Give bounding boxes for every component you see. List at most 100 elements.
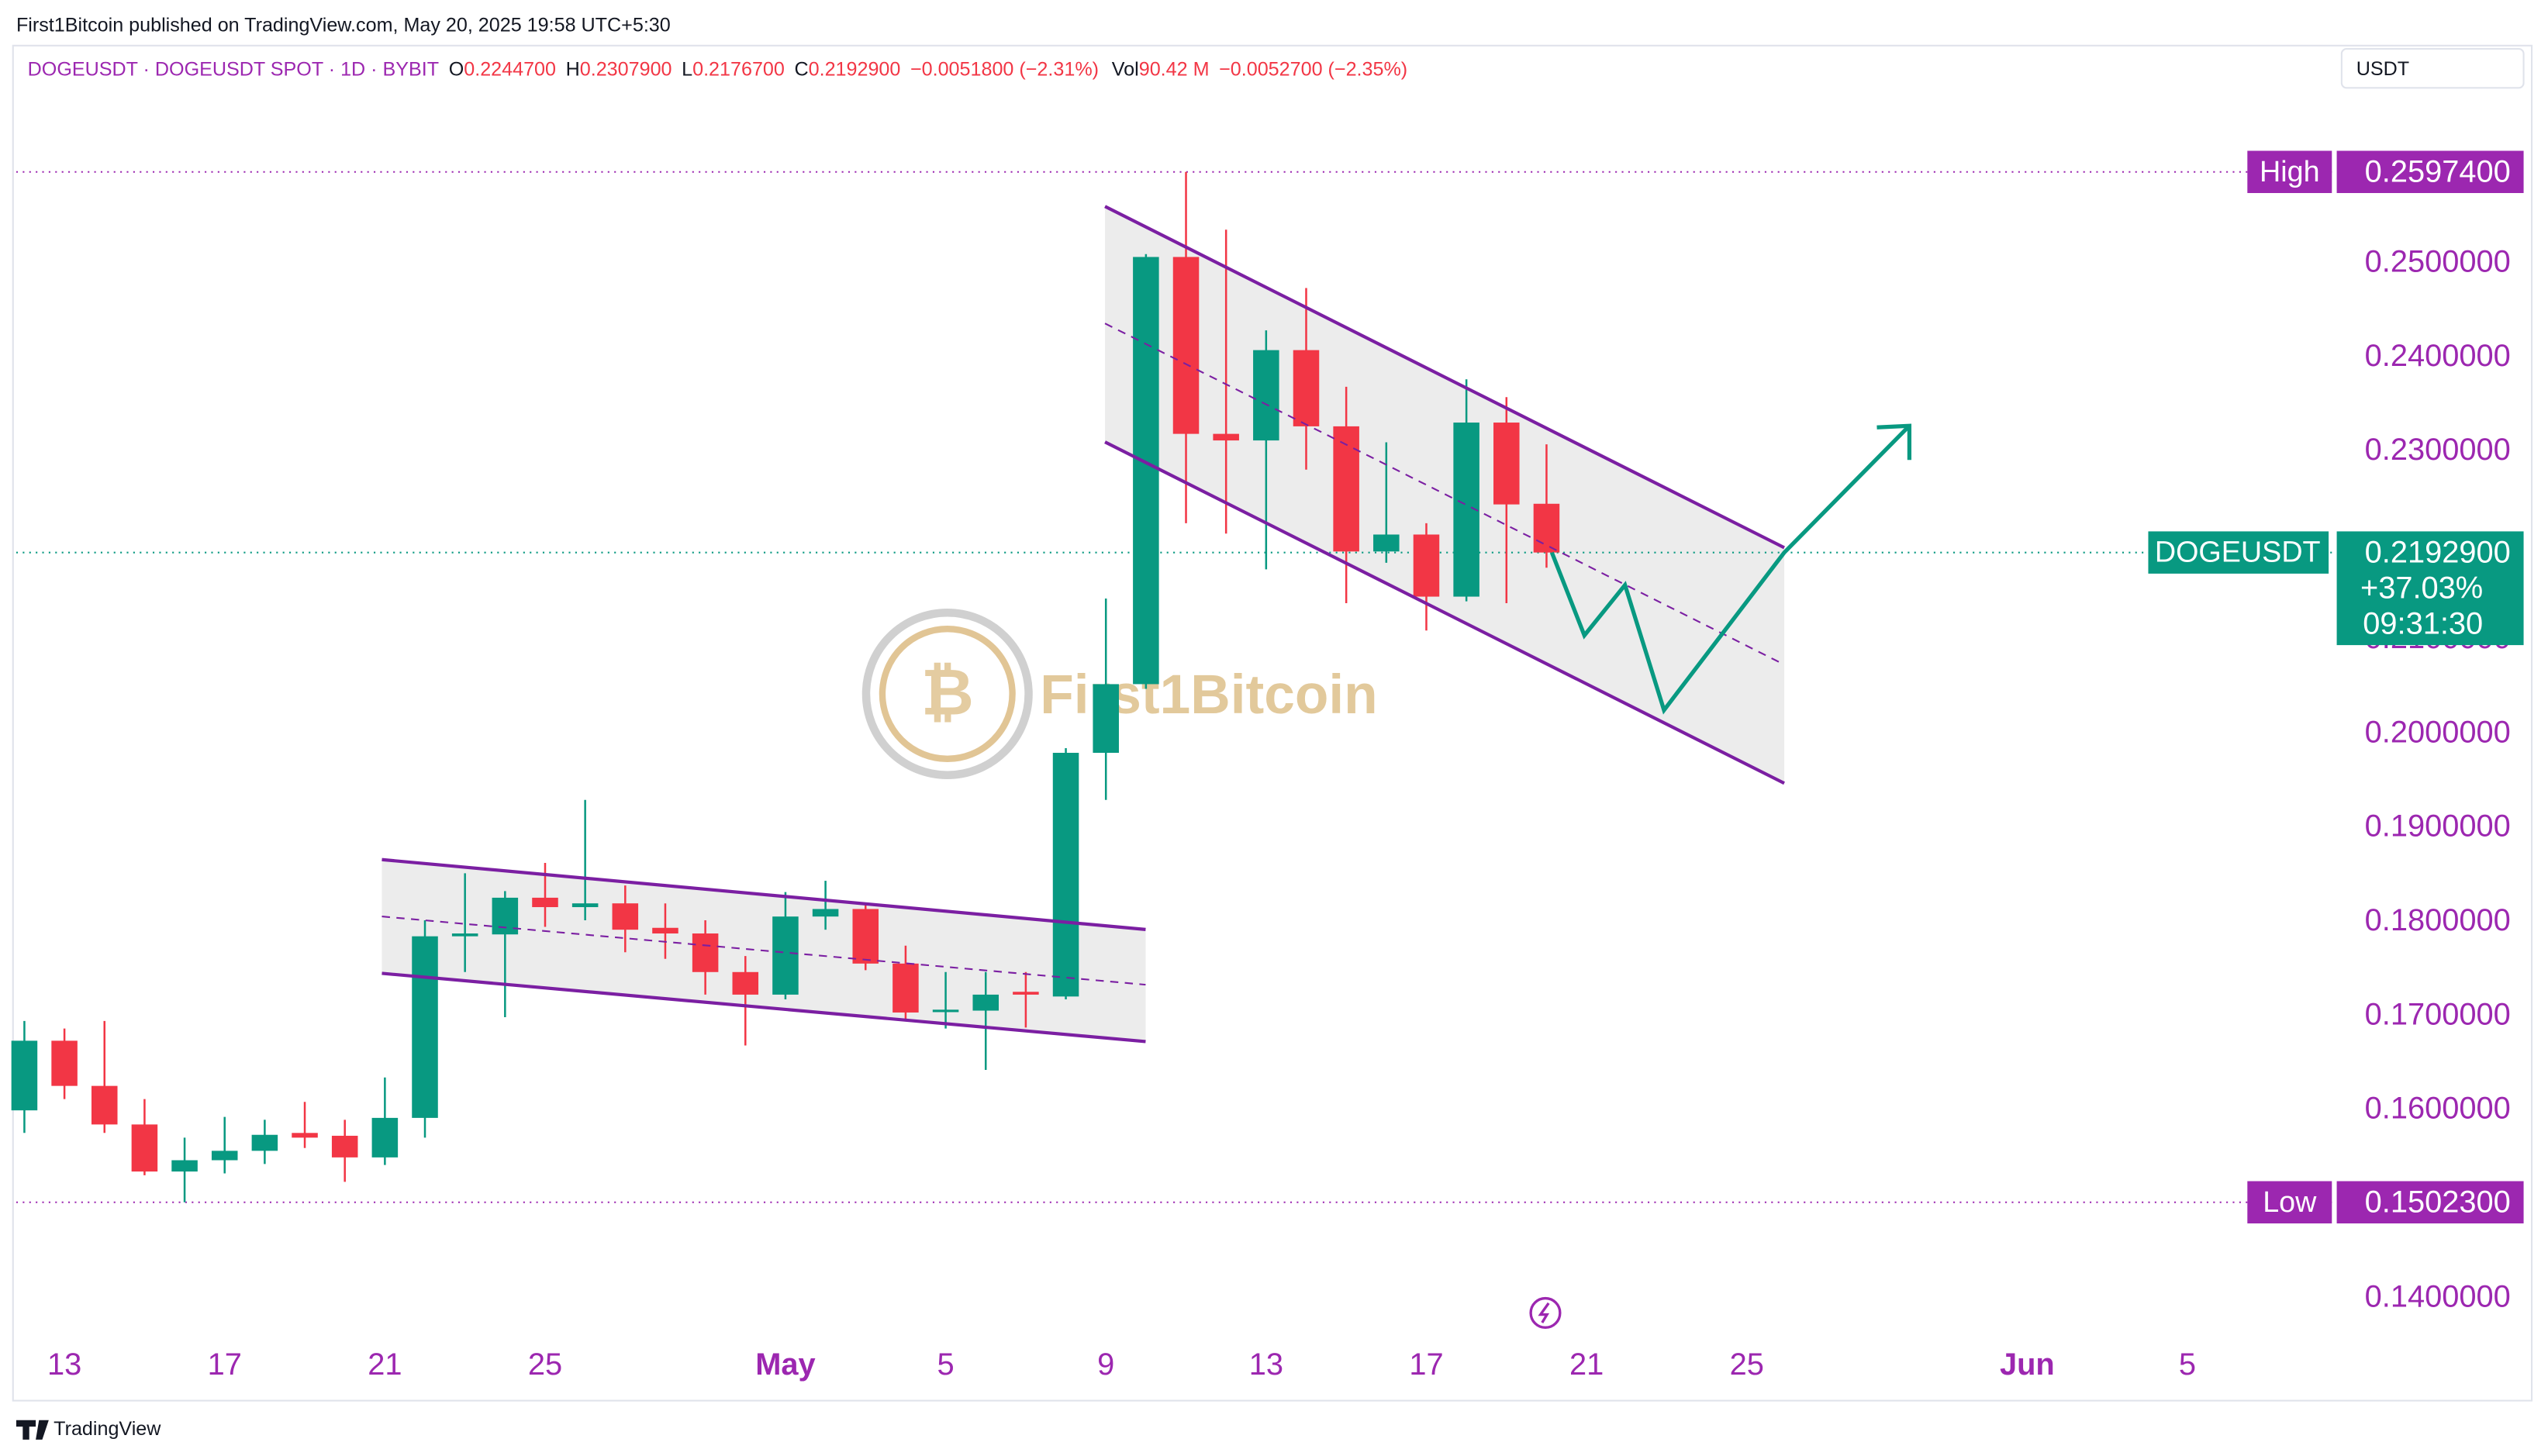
header-item: Vol — [1112, 58, 1139, 80]
x-tick-label: 13 — [47, 1347, 81, 1382]
candle-body — [51, 1040, 78, 1086]
trend-line — [382, 857, 1146, 931]
trend-line — [1104, 440, 1785, 785]
candle-body — [532, 897, 558, 908]
projection-path — [1549, 424, 1911, 715]
header-item: O — [449, 58, 464, 80]
header-item: 90.42 M — [1139, 58, 1210, 80]
button-label[interactable]: USDT — [2356, 58, 2409, 80]
candle-body — [692, 933, 719, 972]
candle-body — [1093, 684, 1119, 754]
candle-body — [1013, 992, 1039, 995]
header-item: H — [566, 58, 580, 80]
watermark-text: First1Bitcoin — [1040, 664, 1377, 726]
x-tick-label: Jun — [2000, 1347, 2055, 1382]
alert-bolt — [1538, 1302, 1550, 1323]
watermark-ring — [861, 608, 1033, 780]
candle-body — [892, 963, 919, 1013]
currency-button[interactable]: USDT — [2340, 47, 2525, 89]
badge-value-box — [2336, 150, 2524, 193]
candle-body — [1533, 503, 1560, 553]
candle-body — [1333, 426, 1359, 552]
y-tick-label: 0.1400000 — [2365, 1279, 2511, 1313]
frame — [12, 44, 2533, 1402]
x-tick-label: 25 — [528, 1347, 562, 1382]
price-label: DOGEUSDT — [2155, 536, 2321, 568]
x-tick-label: May — [755, 1347, 815, 1382]
header-item: 0.2244700 — [464, 58, 556, 80]
candle-body — [812, 909, 839, 917]
header: DOGEUSDT · DOGEUSDT SPOT · 1D · BYBIT O0.… — [28, 58, 1408, 80]
candle-body — [451, 933, 478, 937]
arrow-head — [1876, 423, 1912, 461]
badge-value: 0.1502300 — [2365, 1185, 2511, 1219]
header-item: 0.2176700 — [692, 58, 785, 80]
badge-label-box — [2247, 1181, 2332, 1223]
y-tick-label: 0.1900000 — [2365, 809, 2511, 844]
candle-body — [292, 1133, 318, 1138]
badge-value-box — [2336, 1181, 2524, 1223]
watermark-ring — [879, 625, 1016, 763]
candle-body — [612, 903, 639, 930]
candle-body — [652, 927, 678, 934]
candle-body — [1133, 257, 1159, 685]
watermark: ₿ First1Bitcoin — [861, 608, 1378, 780]
drawings — [382, 205, 1912, 1044]
x-tick-label: 5 — [937, 1347, 955, 1382]
price-change: +37.03% — [2360, 571, 2483, 605]
alert-icon[interactable] — [1529, 1296, 1562, 1329]
price-value-box — [2336, 531, 2524, 646]
plot — [11, 171, 2332, 1203]
watermark-logo: ₿ — [921, 655, 974, 728]
candle-body — [932, 1009, 959, 1013]
badge-label: High — [2260, 155, 2320, 188]
candle-body — [412, 936, 438, 1118]
candle-body — [1373, 534, 1400, 552]
candle-body — [131, 1124, 158, 1172]
y-tick-label: 0.2400000 — [2365, 339, 2511, 373]
x-tick-label: 13 — [1249, 1347, 1283, 1382]
header-item: 0.2307900 — [580, 58, 672, 80]
mid-line — [382, 916, 1146, 986]
badge-label-box — [2247, 150, 2332, 193]
badge-label: Low — [2263, 1185, 2317, 1218]
candle-body — [91, 1085, 118, 1125]
candle-body — [732, 971, 759, 995]
price-countdown: 09:31:30 — [2363, 606, 2483, 640]
price-value: 0.2192900 — [2365, 535, 2511, 569]
candle-body — [331, 1135, 358, 1158]
y-tick-label: 0.1800000 — [2365, 903, 2511, 937]
x-tick-label: 9 — [1097, 1347, 1114, 1382]
footer: TradingView — [54, 1418, 161, 1440]
button-box[interactable] — [2340, 47, 2525, 89]
x-tick-label: 21 — [368, 1347, 402, 1382]
x-tick-label: 17 — [1409, 1347, 1443, 1382]
candle-body — [171, 1160, 198, 1172]
header-item: DOGEUSDT · DOGEUSDT SPOT · 1D · BYBIT — [28, 58, 440, 80]
candle-body — [1293, 350, 1320, 426]
credit: First1Bitcoin published on TradingView.c… — [16, 14, 671, 36]
alert-circle[interactable] — [1529, 1296, 1562, 1329]
trend-line — [1104, 205, 1785, 550]
candle-body — [11, 1040, 38, 1111]
footer-logo — [16, 1420, 49, 1440]
price-label-box — [2148, 531, 2329, 574]
candle-body — [1172, 257, 1200, 434]
candle-body — [571, 903, 599, 908]
x-tick-label: 21 — [1569, 1347, 1604, 1382]
candle-body — [1213, 433, 1239, 441]
y-tick-label: 0.1700000 — [2365, 997, 2511, 1031]
badge-value: 0.2597400 — [2365, 154, 2511, 188]
candle-body — [1413, 534, 1440, 597]
candle-body — [1253, 350, 1279, 441]
header-item: C — [794, 58, 808, 80]
x-tick-label: 5 — [2179, 1347, 2196, 1382]
candle-body — [972, 994, 999, 1011]
header-item: −0.0051800 (−2.31%) — [910, 58, 1099, 80]
candle-body — [1493, 423, 1520, 505]
header-item: −0.0052700 (−2.35%) — [1219, 58, 1407, 80]
header-item: 0.2192900 — [809, 58, 901, 80]
mid-line — [1104, 323, 1785, 666]
